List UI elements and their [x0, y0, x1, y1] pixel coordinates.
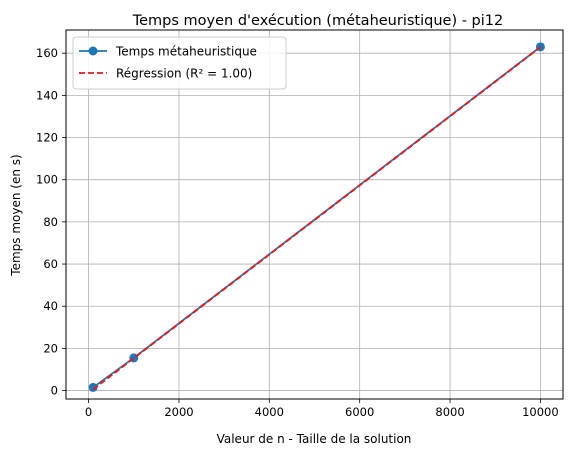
legend-box: [72, 36, 287, 90]
y-tick-label: 140: [36, 88, 58, 102]
grid: [66, 30, 563, 399]
regression-line-overlay: [92, 46, 541, 391]
y-tick-label: 60: [43, 257, 58, 271]
y-tick-label: 80: [43, 215, 58, 229]
y-tick-label: 100: [36, 173, 58, 187]
x-tick-label: 2000: [164, 405, 193, 419]
x-tick-label: 8000: [435, 405, 464, 419]
series-layer: [88, 42, 545, 392]
x-axis-label: Valeur de n - Taille de la solution: [217, 432, 412, 446]
y-axis: 0 20 40 60 80 100 120 140 160: [36, 46, 66, 398]
legend-entry-metaheuristique: Temps métaheuristique: [115, 45, 257, 59]
plot-frame: [65, 29, 564, 400]
legend: Temps métaheuristique Régression (R² = 1…: [72, 36, 287, 90]
x-axis: 0 2000 4000 6000 8000 10000: [85, 399, 559, 419]
y-tick-label: 40: [43, 299, 58, 313]
x-tick-label: 10000: [522, 405, 559, 419]
y-tick-label: 20: [43, 341, 58, 355]
legend-entry-regression: Régression (R² = 1.00): [116, 67, 252, 81]
x-tick-label: 6000: [345, 405, 374, 419]
x-tick-label: 4000: [255, 405, 284, 419]
y-tick-label: 120: [36, 131, 58, 145]
y-tick-label: 160: [36, 46, 58, 60]
x-tick-label: 0: [85, 405, 92, 419]
data-point-0-0: [88, 382, 98, 392]
y-tick-label: 0: [51, 384, 58, 398]
chart-title: Temps moyen d'exécution (métaheuristique…: [132, 13, 504, 29]
y-axis-label: Temps moyen (en s): [9, 154, 23, 276]
legend-swatch-marker-metaheuristique: [88, 46, 98, 56]
